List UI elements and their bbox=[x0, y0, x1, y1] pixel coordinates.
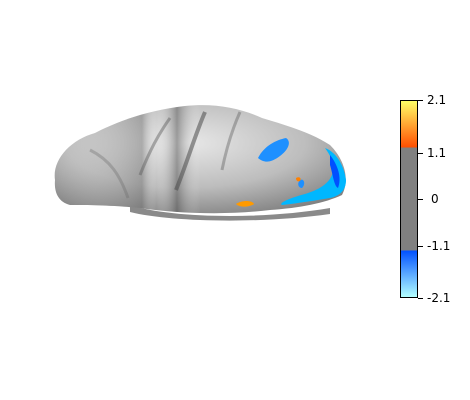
activation-positive bbox=[296, 177, 301, 182]
sulcus bbox=[89, 148, 130, 199]
colorbar-tick bbox=[418, 199, 423, 200]
brain-sulci-shading bbox=[54, 105, 346, 214]
colorbar-tick-label: 0 bbox=[431, 192, 439, 206]
sulcus bbox=[138, 117, 172, 176]
colorbar bbox=[400, 100, 418, 298]
activation-positive bbox=[236, 201, 254, 207]
activation-negative bbox=[330, 155, 340, 188]
colorbar-tick bbox=[418, 100, 423, 101]
sulcus bbox=[174, 111, 207, 191]
activation-negative bbox=[281, 148, 346, 205]
activation-negative bbox=[258, 138, 289, 162]
colorbar-tick-label: 1.1 bbox=[427, 146, 447, 160]
colorbar-tick bbox=[418, 246, 423, 247]
sulcus bbox=[220, 111, 242, 171]
colorbar-tick-label: -1.1 bbox=[427, 239, 451, 253]
colorbar-tick bbox=[418, 153, 423, 154]
colorbar-tick-label: 2.1 bbox=[427, 93, 447, 107]
activation-negative bbox=[298, 179, 305, 188]
brain-underside bbox=[130, 205, 330, 221]
colorbar-tick bbox=[418, 298, 423, 299]
colorbar-tick-label: -2.1 bbox=[427, 291, 451, 305]
